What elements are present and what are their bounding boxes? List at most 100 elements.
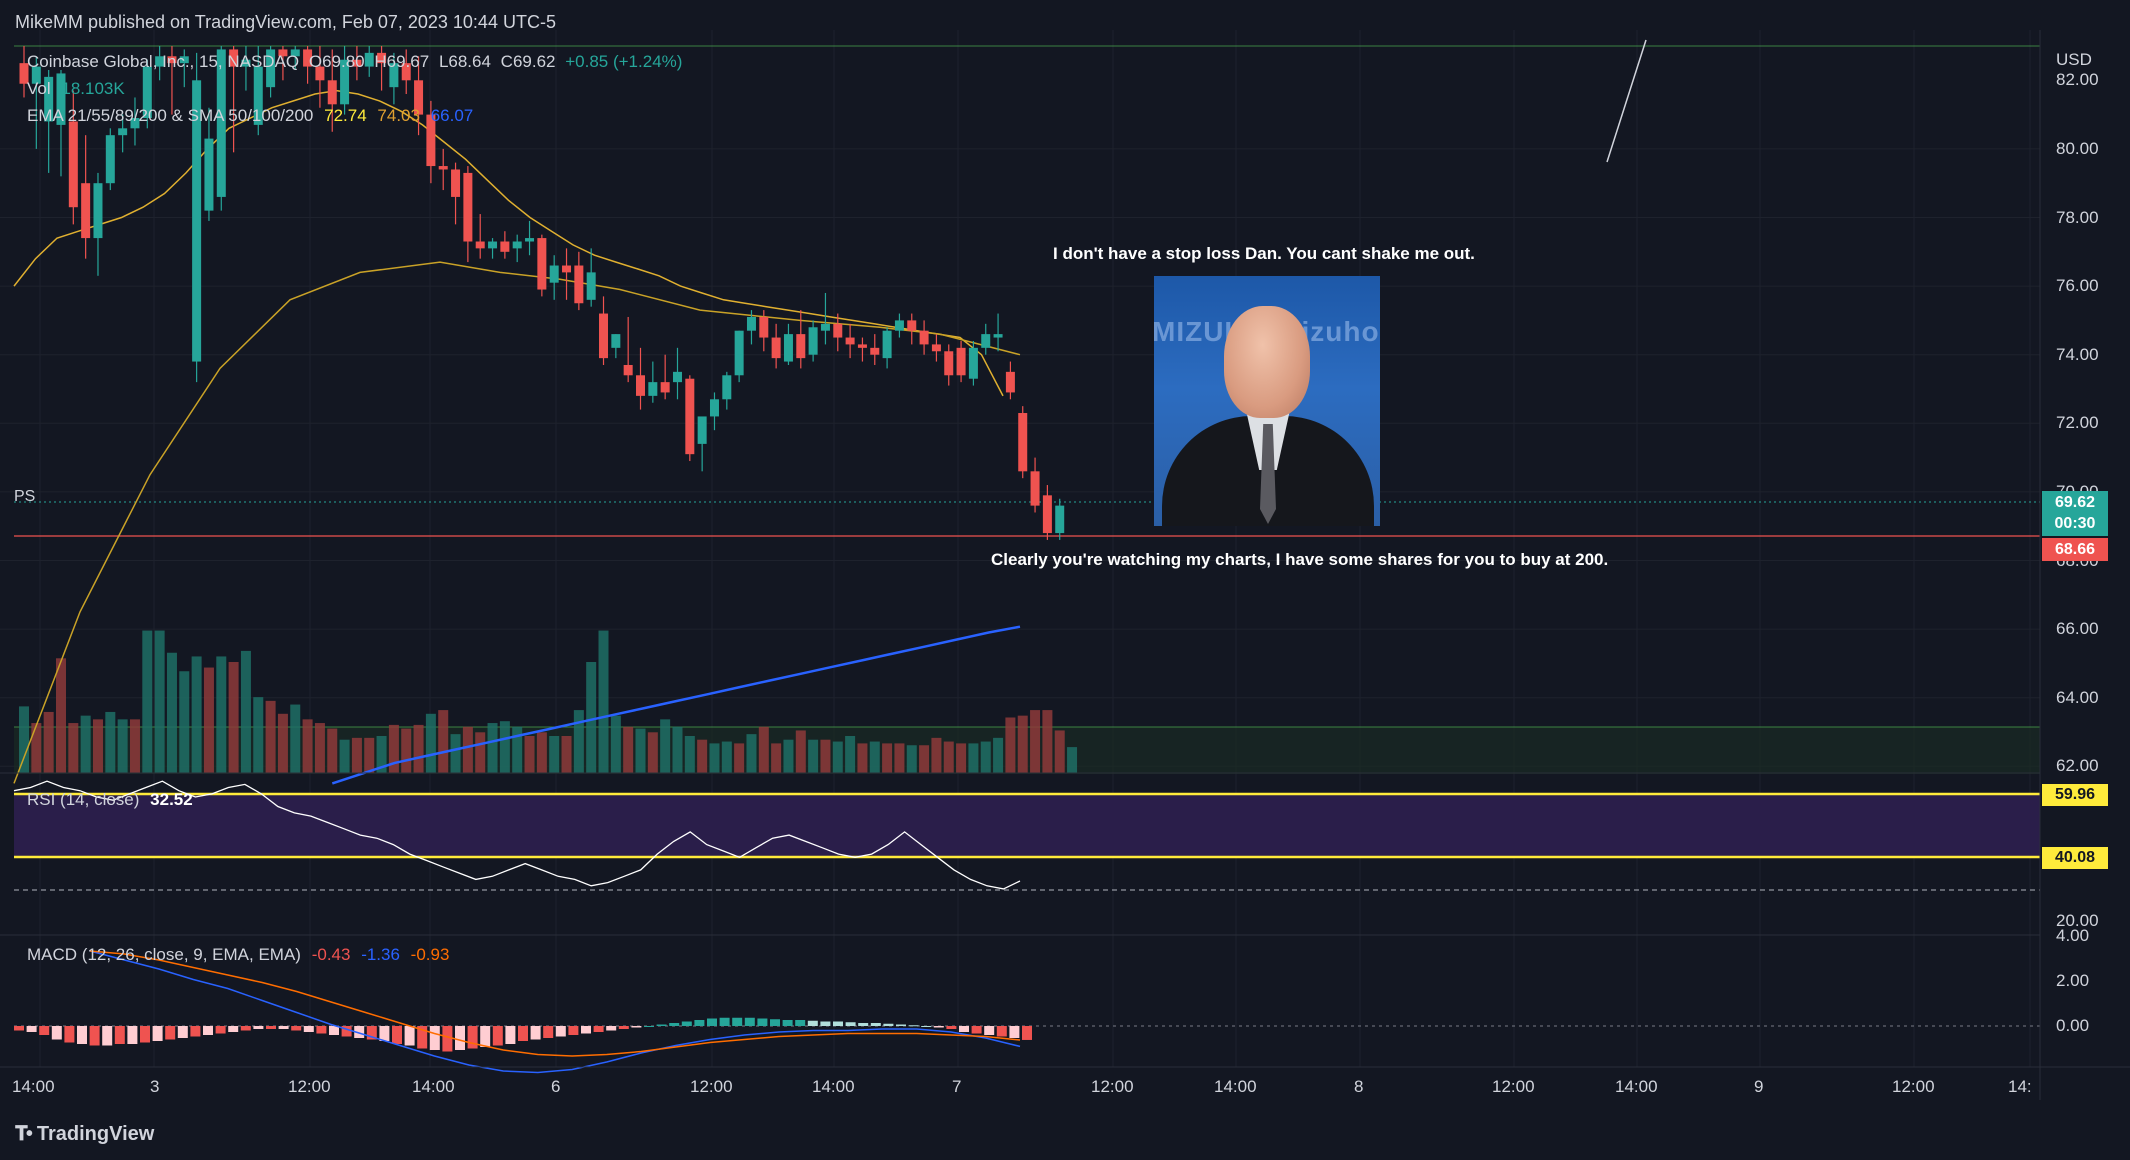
candle-body bbox=[746, 316, 756, 331]
macd-histogram-bar bbox=[341, 1026, 352, 1037]
rsi-legend[interactable]: RSI (14, close) 32.52 bbox=[27, 790, 193, 810]
price-tick-label: 62.00 bbox=[2056, 756, 2099, 776]
volume-bar bbox=[980, 741, 991, 773]
candle-body bbox=[771, 337, 781, 359]
volume-bar bbox=[894, 743, 905, 773]
time-label: 14:00 bbox=[812, 1077, 855, 1096]
tradingview-brand[interactable]: 𝐓• TradingView bbox=[15, 1123, 154, 1146]
volume-bar bbox=[882, 743, 893, 773]
volume-bar bbox=[512, 726, 523, 773]
volume-bar bbox=[635, 728, 646, 773]
time-label: 9 bbox=[1754, 1077, 1764, 1096]
candle bbox=[746, 310, 756, 345]
candle bbox=[500, 231, 510, 259]
candle bbox=[599, 296, 609, 365]
countdown-value: 00:30 bbox=[2054, 515, 2096, 532]
macd-histogram-bar bbox=[593, 1026, 604, 1032]
candle bbox=[401, 49, 411, 95]
ema-value-2: 74.03 bbox=[377, 106, 420, 125]
candle bbox=[81, 135, 91, 259]
candle-body bbox=[229, 49, 239, 67]
candle-body bbox=[981, 334, 991, 348]
candle bbox=[771, 323, 781, 369]
candle-body bbox=[697, 416, 707, 444]
volume-bar bbox=[820, 739, 831, 773]
ema-legend[interactable]: EMA 21/55/89/200 & SMA 50/100/200 72.74 … bbox=[27, 106, 473, 126]
volume-bar bbox=[1030, 710, 1041, 773]
candle-body bbox=[81, 183, 91, 239]
volume-bar bbox=[857, 743, 868, 773]
volume-legend[interactable]: Vol 18.103K bbox=[27, 79, 125, 99]
macd-legend[interactable]: MACD (12, 26, close, 9, EMA, EMA) -0.43 … bbox=[27, 945, 449, 965]
candle-body bbox=[401, 63, 411, 81]
volume-bar bbox=[771, 743, 782, 773]
candle-body bbox=[882, 330, 892, 359]
volume-bar bbox=[919, 745, 930, 773]
candle-body bbox=[562, 265, 572, 273]
macd-histogram-bar bbox=[883, 1023, 894, 1026]
macd-histogram-bar bbox=[770, 1019, 780, 1026]
candle bbox=[709, 392, 719, 431]
volume-bar bbox=[684, 736, 695, 773]
rsi-tick-label: 20.00 bbox=[2056, 911, 2099, 930]
candle-body bbox=[315, 66, 325, 81]
candle bbox=[488, 238, 498, 259]
candle-body bbox=[451, 169, 461, 197]
macd-histogram-bar bbox=[140, 1026, 150, 1043]
sma-line bbox=[331, 625, 1021, 785]
macd-tick-label: 4.00 bbox=[2056, 926, 2090, 945]
candle bbox=[734, 330, 744, 383]
candle bbox=[438, 148, 448, 191]
candle-body bbox=[993, 334, 1003, 338]
candle-body bbox=[845, 337, 855, 345]
macd-histogram-bar bbox=[505, 1026, 516, 1044]
candle bbox=[68, 90, 78, 225]
volume-bar bbox=[1054, 730, 1065, 773]
currency-label: USD bbox=[2056, 50, 2092, 69]
macd-histogram-bar bbox=[266, 1026, 276, 1029]
time-label: 12:00 bbox=[1892, 1077, 1935, 1096]
candle-body bbox=[500, 241, 510, 252]
macd-value-3: -0.93 bbox=[410, 945, 450, 964]
macd-histogram-bar bbox=[530, 1026, 541, 1040]
macd-histogram-bar bbox=[807, 1020, 818, 1026]
macd-histogram-bar bbox=[820, 1021, 831, 1026]
volume-bar bbox=[549, 736, 560, 773]
volume-bar bbox=[191, 656, 202, 773]
candle-body bbox=[1005, 371, 1015, 393]
symbol-name[interactable]: Coinbase Global, Inc., 15, NASDAQ bbox=[27, 52, 300, 71]
volume-bar bbox=[561, 736, 572, 773]
candle bbox=[759, 310, 769, 352]
low-level-tag: 68.66 bbox=[2042, 538, 2108, 561]
macd-histogram-bar bbox=[858, 1023, 869, 1026]
volume-bar bbox=[783, 739, 794, 773]
candle bbox=[19, 46, 29, 98]
candle-body bbox=[93, 183, 103, 239]
candle-body bbox=[216, 49, 226, 197]
volume-bar bbox=[869, 741, 880, 773]
volume-bar bbox=[92, 719, 103, 773]
volume-bar bbox=[179, 671, 190, 773]
candle-body bbox=[512, 241, 522, 249]
macd-histogram-bar bbox=[996, 1026, 1007, 1037]
macd-histogram-bar bbox=[1022, 1026, 1032, 1040]
candle-body bbox=[1055, 505, 1065, 534]
candle bbox=[685, 375, 695, 462]
candle bbox=[364, 46, 374, 77]
volume-bar bbox=[1042, 710, 1053, 773]
candle bbox=[562, 248, 572, 300]
macd-histogram-bar bbox=[39, 1026, 50, 1035]
candle-body bbox=[340, 59, 350, 105]
volume-bar bbox=[672, 726, 683, 773]
candle bbox=[377, 46, 387, 91]
volume-bar bbox=[758, 726, 769, 773]
candle bbox=[229, 46, 239, 153]
rsi-label: RSI (14, close) bbox=[27, 790, 140, 809]
candle bbox=[833, 313, 843, 352]
macd-histogram-bar bbox=[429, 1026, 440, 1050]
candle-body bbox=[1042, 495, 1052, 534]
grid bbox=[0, 30, 2040, 1067]
volume-bar bbox=[943, 741, 954, 773]
candle-body bbox=[722, 375, 732, 400]
candle bbox=[31, 56, 41, 149]
